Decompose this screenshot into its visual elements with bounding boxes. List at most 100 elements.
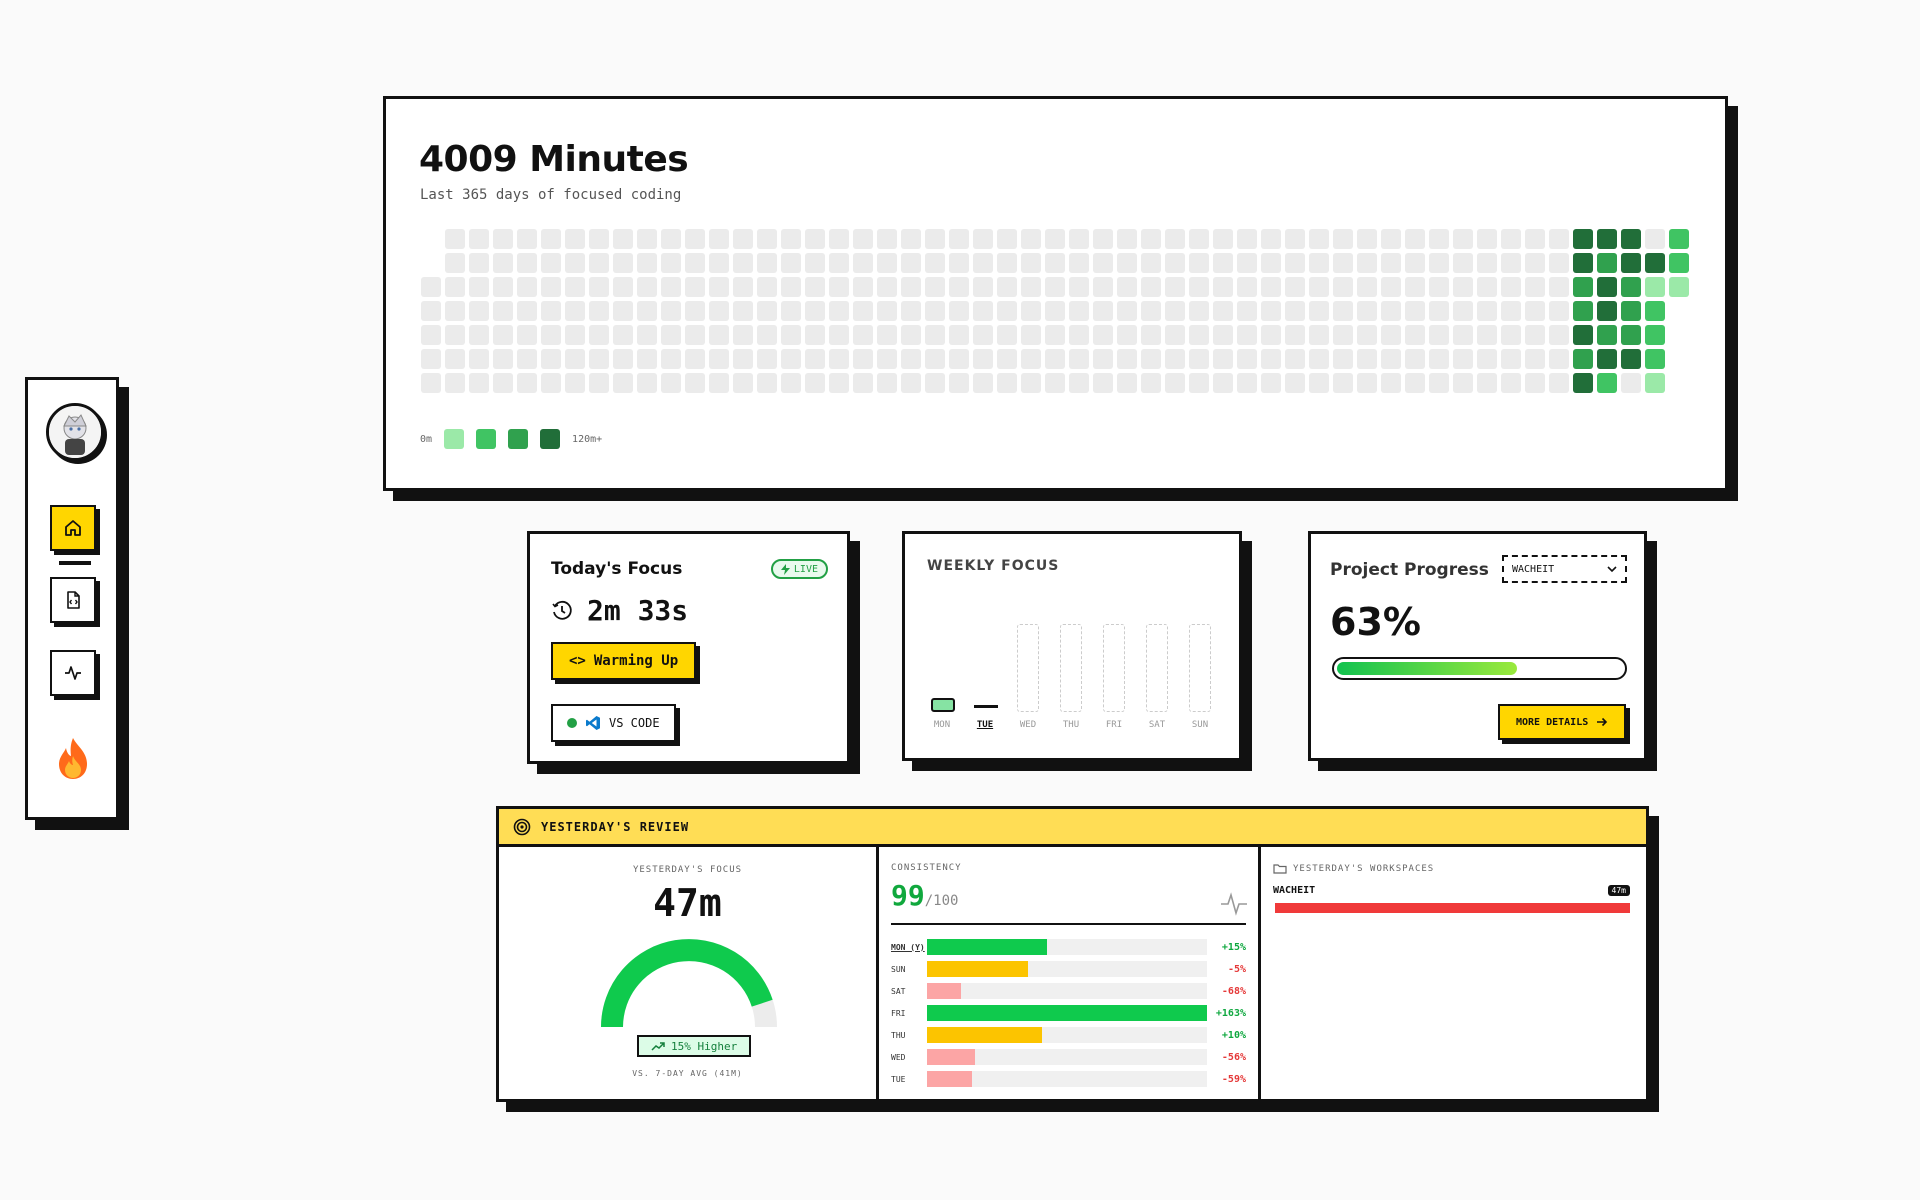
heatmap-cell[interactable] <box>1549 349 1569 369</box>
heatmap-cell[interactable] <box>493 229 513 249</box>
heatmap-cell[interactable] <box>805 325 825 345</box>
heatmap-cell[interactable] <box>1357 325 1377 345</box>
heatmap-cell[interactable] <box>925 349 945 369</box>
heatmap-cell[interactable] <box>1117 253 1137 273</box>
heatmap-cell[interactable] <box>517 349 537 369</box>
heatmap-cell[interactable] <box>1093 301 1113 321</box>
heatmap-cell[interactable] <box>685 277 705 297</box>
heatmap-cell[interactable] <box>589 301 609 321</box>
heatmap-cell[interactable] <box>829 253 849 273</box>
heatmap-cell[interactable] <box>445 253 465 273</box>
heatmap-cell[interactable] <box>1429 277 1449 297</box>
heatmap-cell[interactable] <box>1621 349 1641 369</box>
heatmap-cell[interactable] <box>1477 325 1497 345</box>
heatmap-cell[interactable] <box>1285 253 1305 273</box>
heatmap-cell[interactable] <box>637 301 657 321</box>
heatmap-cell[interactable] <box>637 325 657 345</box>
heatmap-cell[interactable] <box>1141 229 1161 249</box>
heatmap-cell[interactable] <box>1333 277 1353 297</box>
heatmap-cell[interactable] <box>901 325 921 345</box>
heatmap-cell[interactable] <box>925 373 945 393</box>
heatmap-cell[interactable] <box>1093 229 1113 249</box>
heatmap-cell[interactable] <box>493 349 513 369</box>
heatmap-cell[interactable] <box>1645 301 1665 321</box>
heatmap-cell[interactable] <box>421 277 441 297</box>
heatmap-cell[interactable] <box>1333 229 1353 249</box>
heatmap-cell[interactable] <box>469 277 489 297</box>
heatmap-cell[interactable] <box>973 325 993 345</box>
heatmap-cell[interactable] <box>1405 373 1425 393</box>
heatmap-cell[interactable] <box>973 277 993 297</box>
heatmap-cell[interactable] <box>829 229 849 249</box>
heatmap-cell[interactable] <box>1069 229 1089 249</box>
heatmap-cell[interactable] <box>1621 229 1641 249</box>
heatmap-cell[interactable] <box>469 373 489 393</box>
heatmap-cell[interactable] <box>1285 373 1305 393</box>
heatmap-cell[interactable] <box>805 229 825 249</box>
heatmap-cell[interactable] <box>877 277 897 297</box>
heatmap-cell[interactable] <box>1093 373 1113 393</box>
heatmap-cell[interactable] <box>613 253 633 273</box>
heatmap-cell[interactable] <box>1597 229 1617 249</box>
heatmap-cell[interactable] <box>589 277 609 297</box>
heatmap-cell[interactable] <box>1261 373 1281 393</box>
heatmap-cell[interactable] <box>1357 229 1377 249</box>
heatmap-cell[interactable] <box>1477 301 1497 321</box>
heatmap-cell[interactable] <box>1285 301 1305 321</box>
heatmap-cell[interactable] <box>1117 229 1137 249</box>
heatmap-cell[interactable] <box>1213 277 1233 297</box>
heatmap-cell[interactable] <box>1429 373 1449 393</box>
heatmap-cell[interactable] <box>1213 301 1233 321</box>
heatmap-cell[interactable] <box>973 253 993 273</box>
heatmap-cell[interactable] <box>445 229 465 249</box>
heatmap-cell[interactable] <box>637 229 657 249</box>
heatmap-cell[interactable] <box>1261 349 1281 369</box>
heatmap-cell[interactable] <box>733 277 753 297</box>
heatmap-cell[interactable] <box>1501 325 1521 345</box>
heatmap-cell[interactable] <box>1549 277 1569 297</box>
heatmap-cell[interactable] <box>445 373 465 393</box>
heatmap-cell[interactable] <box>1333 349 1353 369</box>
heatmap-cell[interactable] <box>901 301 921 321</box>
heatmap-cell[interactable] <box>1477 373 1497 393</box>
heatmap-cell[interactable] <box>517 229 537 249</box>
avatar[interactable] <box>46 403 104 461</box>
heatmap-cell[interactable] <box>757 277 777 297</box>
heatmap-cell[interactable] <box>445 277 465 297</box>
heatmap-cell[interactable] <box>1045 253 1065 273</box>
heatmap-cell[interactable] <box>1141 277 1161 297</box>
heatmap-cell[interactable] <box>973 301 993 321</box>
heatmap-cell[interactable] <box>1381 277 1401 297</box>
heatmap-cell[interactable] <box>1021 277 1041 297</box>
heatmap-cell[interactable] <box>1189 301 1209 321</box>
heatmap-cell[interactable] <box>1069 373 1089 393</box>
heatmap-cell[interactable] <box>589 253 609 273</box>
heatmap-cell[interactable] <box>949 373 969 393</box>
heatmap-cell[interactable] <box>997 373 1017 393</box>
heatmap-cell[interactable] <box>1549 301 1569 321</box>
heatmap-cell[interactable] <box>1069 349 1089 369</box>
heatmap-cell[interactable] <box>541 229 561 249</box>
heatmap-cell[interactable] <box>1189 253 1209 273</box>
heatmap-cell[interactable] <box>949 277 969 297</box>
heatmap-cell[interactable] <box>901 349 921 369</box>
heatmap-cell[interactable] <box>1213 229 1233 249</box>
heatmap-cell[interactable] <box>829 373 849 393</box>
heatmap-cell[interactable] <box>1669 253 1689 273</box>
heatmap-cell[interactable] <box>1501 373 1521 393</box>
heatmap-cell[interactable] <box>1165 229 1185 249</box>
heatmap-cell[interactable] <box>469 349 489 369</box>
heatmap-cell[interactable] <box>709 349 729 369</box>
heatmap-cell[interactable] <box>1021 301 1041 321</box>
heatmap-cell[interactable] <box>1117 325 1137 345</box>
status-button[interactable]: <> Warming Up <box>551 642 697 680</box>
heatmap-cell[interactable] <box>757 229 777 249</box>
heatmap-cell[interactable] <box>613 349 633 369</box>
heatmap-cell[interactable] <box>1405 229 1425 249</box>
heatmap-cell[interactable] <box>853 277 873 297</box>
heatmap-cell[interactable] <box>781 301 801 321</box>
nav-home-button[interactable] <box>50 505 96 551</box>
heatmap-cell[interactable] <box>661 373 681 393</box>
heatmap-cell[interactable] <box>1237 253 1257 273</box>
heatmap-cell[interactable] <box>1357 253 1377 273</box>
